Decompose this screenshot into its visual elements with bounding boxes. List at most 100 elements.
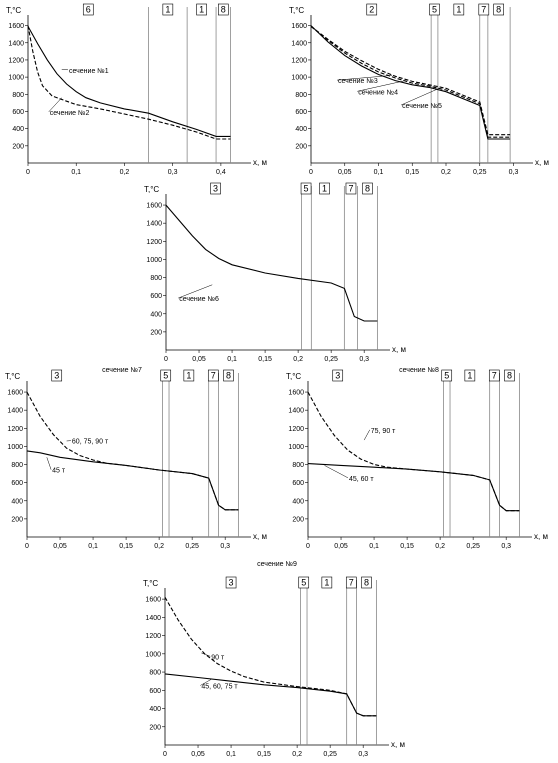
y-tick-label: 200 <box>292 516 304 523</box>
zone-box <box>478 3 490 16</box>
x-tick-label: 0,3 <box>501 543 511 550</box>
zone-box <box>345 182 357 195</box>
zone-label: 1 <box>324 578 329 588</box>
y-tick-label: 800 <box>292 462 304 469</box>
y-tick-label: 400 <box>150 311 162 318</box>
zone-label: 7 <box>348 184 353 194</box>
series-annotation: сечение №2 <box>50 110 90 117</box>
series-line <box>164 597 377 717</box>
annotation-leader <box>46 457 52 470</box>
x-tick-label: 0,1 <box>227 356 237 363</box>
zone-label: 7 <box>211 371 216 381</box>
zone-label: 7 <box>349 578 354 588</box>
y-tick-label: 400 <box>292 498 304 505</box>
zone-label: 5 <box>301 578 306 588</box>
x-tick-label: 0,1 <box>71 169 81 176</box>
x-tick-label: 0,3 <box>509 169 519 176</box>
y-tick-label: 1000 <box>146 257 162 264</box>
x-tick-label: 0,05 <box>53 543 67 550</box>
zone-box <box>429 3 440 16</box>
x-tick-label: 0,4 <box>216 169 226 176</box>
zone-box <box>218 3 229 16</box>
y-tick-label: 1400 <box>288 408 304 415</box>
series-line <box>307 391 520 512</box>
zone-label: 1 <box>456 5 461 15</box>
x-tick-label: 0,25 <box>473 169 487 176</box>
x-tick-label: 0 <box>163 751 167 758</box>
zone-box <box>493 3 504 16</box>
zone-label: 5 <box>444 371 449 381</box>
annotation-leader <box>336 75 393 81</box>
x-tick-label: 0,15 <box>258 356 272 363</box>
y-tick-label: 400 <box>149 706 161 713</box>
x-tick-label: 0,2 <box>154 543 164 550</box>
y-tick-label: 1200 <box>146 239 162 246</box>
zone-box <box>82 3 94 16</box>
y-tick-label: 1600 <box>7 390 23 397</box>
zone-label: 6 <box>86 5 91 15</box>
y-tick-label: 600 <box>150 293 162 300</box>
y-tick-label: 1400 <box>145 615 161 622</box>
y-tick-label: 1200 <box>291 57 307 64</box>
zone-label: 7 <box>481 5 486 15</box>
annotation-leader <box>324 465 349 479</box>
zone-box <box>207 369 219 382</box>
y-tick-label: 1000 <box>8 75 24 82</box>
zone-box <box>453 3 465 16</box>
zone-box <box>366 3 378 16</box>
x-tick-label: 0,15 <box>257 751 271 758</box>
zone-box <box>345 576 357 589</box>
chart-caption: сечение №9 <box>257 561 297 568</box>
y-tick-label: 600 <box>295 109 307 116</box>
x-tick-label: 0,1 <box>369 543 379 550</box>
zone-label: 8 <box>496 5 501 15</box>
y-tick-label: 1200 <box>8 57 24 64</box>
zone-label: 5 <box>163 371 168 381</box>
x-tick-label: 0,1 <box>374 169 384 176</box>
zone-label: 3 <box>229 578 234 588</box>
zone-box <box>504 369 515 382</box>
zone-label: 5 <box>432 5 437 15</box>
series-annotation: сечение №6 <box>179 296 219 303</box>
zone-label: 1 <box>165 5 170 15</box>
annotation-leader <box>363 429 370 441</box>
zone-box <box>319 182 330 195</box>
zone-box <box>362 182 373 195</box>
x-tick-label: 0,3 <box>359 356 369 363</box>
series-line <box>27 26 231 137</box>
chart-5: 200 400 600 800 1000 1200 1400 1600 0 0,05 0,1 0,15… <box>286 367 548 550</box>
y-axis-label: T,°C <box>289 6 304 15</box>
x-axis-label: x, м <box>534 532 548 541</box>
x-tick-label: 0,15 <box>400 543 414 550</box>
annotation-leader <box>178 284 213 299</box>
series-line <box>26 450 239 511</box>
y-tick-label: 1400 <box>8 40 24 47</box>
series-line <box>164 673 377 717</box>
y-axis-label: T,°C <box>5 372 20 381</box>
zone-label: 8 <box>226 371 231 381</box>
x-tick-label: 0,2 <box>292 751 302 758</box>
y-tick-label: 600 <box>149 688 161 695</box>
x-axis-label: x, м <box>535 158 549 167</box>
zone-box <box>332 369 344 382</box>
zone-box <box>464 369 476 382</box>
x-tick-label: 0,3 <box>358 751 368 758</box>
y-tick-label: 600 <box>292 480 304 487</box>
y-tick-label: 1200 <box>288 426 304 433</box>
y-tick-label: 1400 <box>7 408 23 415</box>
series-annotation: сечение №5 <box>402 103 442 110</box>
y-axis-label: T,°C <box>6 6 21 15</box>
zone-label: 3 <box>54 371 59 381</box>
chart-3: 200 400 600 800 1000 1200 1400 1600 0 0,05 0,1 0,15… <box>144 182 406 363</box>
y-axis-label: T,°C <box>144 185 159 194</box>
annotation-leader <box>200 679 212 686</box>
zone-box <box>183 369 195 382</box>
x-tick-label: 0,05 <box>191 751 205 758</box>
series-line <box>26 391 239 511</box>
series-annotation: сечение №1 <box>69 68 109 75</box>
series-annotation: 45 т <box>52 468 66 475</box>
zone-box <box>223 369 234 382</box>
x-axis-label: x, м <box>253 532 267 541</box>
y-tick-label: 1000 <box>145 651 161 658</box>
zone-label: 1 <box>467 371 472 381</box>
